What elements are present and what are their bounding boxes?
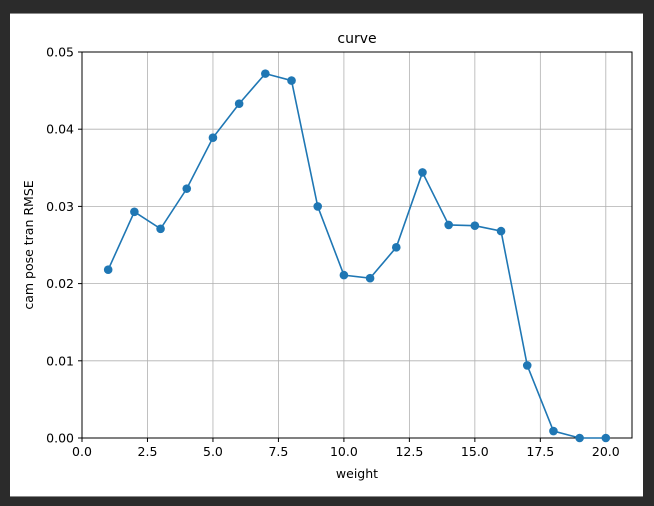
ticks-layer: 0.0 2.5 5.0 7.5 10.0 12.5 15.0 17.5 20.0 0.00 0.01… bbox=[46, 45, 620, 460]
data-point bbox=[549, 426, 558, 436]
data-point bbox=[391, 243, 401, 252]
x-tick-label: 15.0 bbox=[461, 444, 489, 459]
data-point bbox=[103, 265, 113, 275]
data-point bbox=[470, 221, 480, 230]
x-tick-label: 10.0 bbox=[330, 444, 358, 459]
data-point bbox=[234, 99, 244, 109]
chart-title: curve bbox=[337, 31, 376, 47]
y-tick-label: 0.03 bbox=[46, 199, 74, 214]
top-edge-line bbox=[10, 13, 643, 14]
x-tick-label: 2.5 bbox=[138, 444, 158, 459]
y-tick-label: 0.01 bbox=[46, 353, 74, 368]
data-point bbox=[444, 220, 453, 230]
series-layer bbox=[103, 69, 611, 443]
series-line bbox=[107, 72, 606, 439]
data-point bbox=[287, 76, 296, 85]
data-point bbox=[261, 69, 270, 78]
grid-layer bbox=[81, 51, 632, 439]
x-tick-label: 7.5 bbox=[268, 444, 288, 459]
x-axis-label: weight bbox=[336, 466, 378, 481]
axes-layer bbox=[81, 51, 633, 439]
data-point bbox=[496, 226, 506, 236]
data-point bbox=[522, 361, 532, 370]
bottom-edge-line bbox=[10, 496, 643, 497]
x-tick-label: 20.0 bbox=[592, 444, 620, 459]
plot-frame bbox=[81, 51, 633, 439]
data-point bbox=[601, 433, 611, 443]
x-tick-label: 17.5 bbox=[526, 444, 554, 459]
x-tick-label: 12.5 bbox=[395, 444, 423, 459]
y-tick-label: 0.02 bbox=[46, 276, 74, 291]
data-point bbox=[365, 273, 375, 283]
data-point bbox=[182, 184, 192, 193]
data-point bbox=[339, 270, 349, 280]
data-point bbox=[575, 433, 584, 443]
x-tick-label: 5.0 bbox=[203, 444, 223, 459]
data-point bbox=[130, 207, 139, 217]
data-point bbox=[418, 168, 427, 177]
x-tick-label: 0.0 bbox=[72, 444, 92, 459]
y-tick-label: 0.05 bbox=[46, 45, 74, 60]
y-tick-label: 0.04 bbox=[46, 122, 74, 137]
y-tick-label: 0.00 bbox=[46, 431, 74, 446]
data-point bbox=[156, 224, 165, 234]
data-point bbox=[208, 133, 218, 142]
y-axis-label: cam pose tran RMSE bbox=[21, 180, 36, 309]
data-point bbox=[313, 202, 323, 211]
